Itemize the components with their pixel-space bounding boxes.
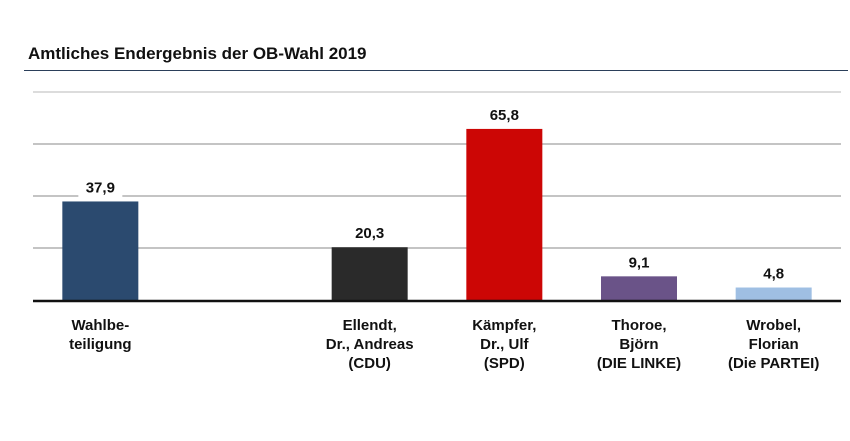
value-label-bg (347, 223, 392, 244)
bar (62, 201, 139, 300)
value-label-bg (482, 104, 527, 125)
chart-title: Amtliches Endergebnis der OB-Wahl 2019 (28, 44, 367, 63)
title-rule (24, 70, 848, 71)
bar (466, 128, 543, 300)
value-label: 37,9 (86, 179, 115, 196)
category-label: Ellendt, (343, 317, 397, 334)
value-label: 65,8 (490, 107, 519, 124)
value-label-bg (617, 252, 661, 273)
category-label: (Die PARTEI) (728, 355, 819, 372)
bar (601, 276, 677, 300)
category-label: (CDU) (348, 355, 391, 372)
category-label: Björn (619, 336, 658, 353)
category-label: Dr., Ulf (480, 336, 529, 353)
value-label: 20,3 (355, 225, 384, 242)
value-label-bg (78, 177, 123, 198)
value-label-bg (751, 263, 796, 284)
category-label: teiligung (69, 336, 132, 353)
category-label: Wrobel, (746, 317, 801, 334)
category-label: Dr., Andreas (326, 336, 414, 353)
category-label: Thoroe, (612, 317, 667, 334)
category-label: Florian (749, 336, 799, 353)
value-label: 9,1 (629, 254, 650, 271)
category-label: (SPD) (484, 355, 525, 372)
category-label: Kämpfer, (472, 317, 536, 334)
bar (331, 247, 408, 300)
category-label: Wahlbe- (71, 317, 129, 334)
bar (735, 287, 812, 300)
category-label: (DIE LINKE) (597, 355, 681, 372)
value-label: 4,8 (763, 266, 784, 283)
